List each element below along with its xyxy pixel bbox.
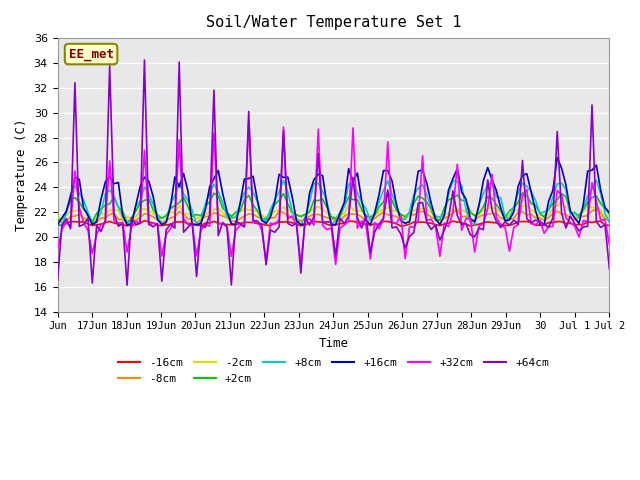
X-axis label: Time: Time bbox=[319, 337, 348, 350]
Title: Soil/Water Temperature Set 1: Soil/Water Temperature Set 1 bbox=[205, 15, 461, 30]
Y-axis label: Temperature (C): Temperature (C) bbox=[15, 119, 28, 231]
Text: EE_met: EE_met bbox=[68, 48, 113, 60]
Legend: -16cm, -8cm, -2cm, +2cm, +8cm, +16cm, +32cm, +64cm: -16cm, -8cm, -2cm, +2cm, +8cm, +16cm, +3… bbox=[113, 354, 554, 388]
